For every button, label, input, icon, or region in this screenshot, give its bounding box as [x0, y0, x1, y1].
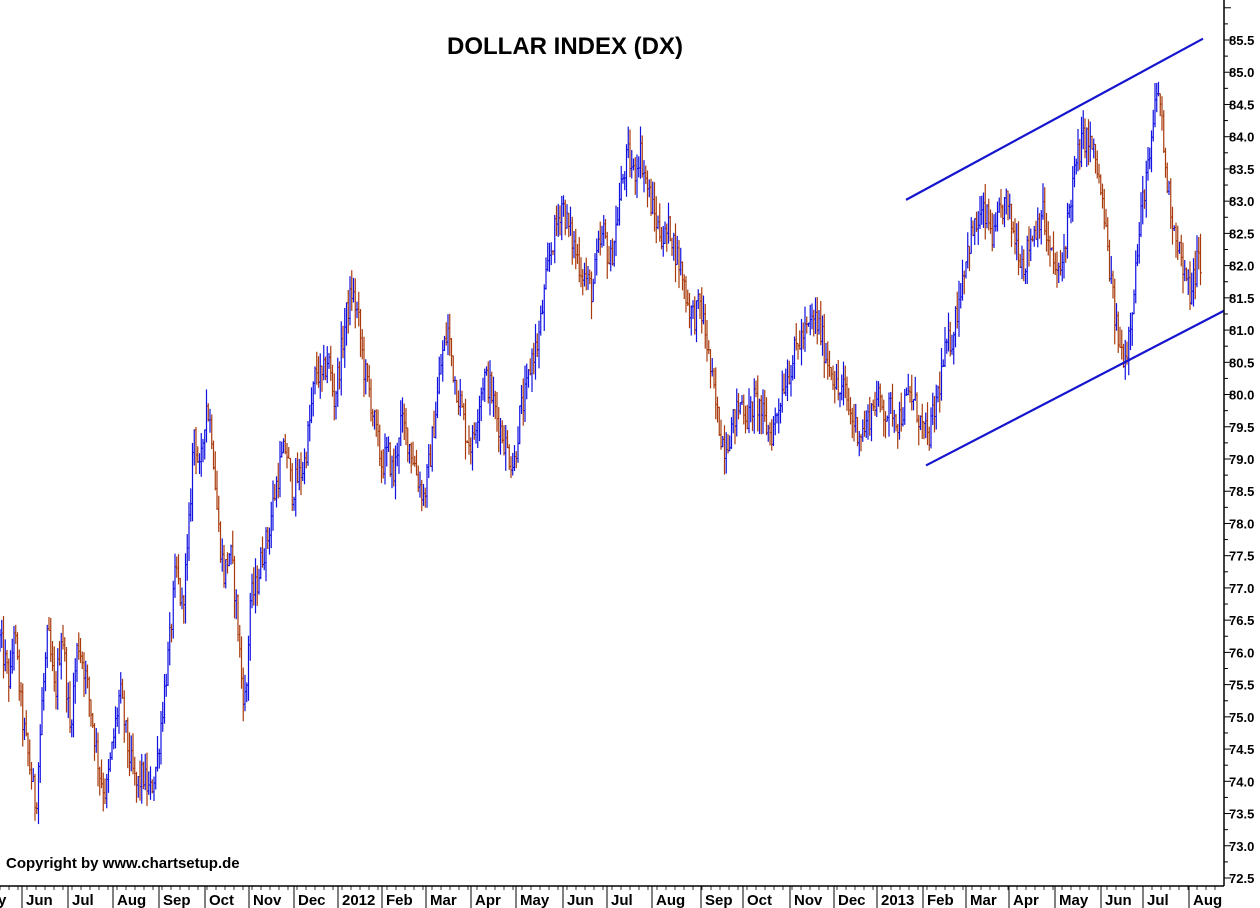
x-tick-label: 2012: [342, 892, 375, 908]
upper-channel-line: [905, 37, 1204, 201]
price-axis: 72.5 73.0 73.5 74.0 74.5 75.0 75.5 76.0 76.5 77.0…: [1224, 7, 1254, 886]
x-tick-label: Jun: [1105, 892, 1132, 908]
x-tick-label: Sep: [163, 892, 191, 908]
y-tick-label: 81.0: [1229, 323, 1254, 338]
x-tick-label: May: [1059, 892, 1089, 908]
y-tick-label: 79.0: [1229, 452, 1254, 467]
x-tick-label: Mar: [430, 892, 457, 908]
x-tick-label: y: [0, 892, 7, 908]
price-bars: [0, 81, 1202, 825]
y-tick-label: 74.5: [1229, 742, 1254, 757]
x-tick-label: Jun: [26, 892, 53, 908]
x-tick-label: Jun: [567, 892, 594, 908]
y-tick-label: 72.5: [1229, 871, 1254, 886]
y-tick-label: 75.0: [1229, 710, 1254, 725]
x-tick-label: Dec: [838, 892, 866, 908]
y-tick-label: 79.5: [1229, 420, 1254, 435]
x-tick-label: Feb: [927, 892, 954, 908]
x-tick-label: Apr: [475, 892, 501, 908]
y-tick-label: 83.0: [1229, 194, 1254, 209]
y-tick-label: 78.0: [1229, 516, 1254, 531]
x-tick-label: Nov: [794, 892, 823, 908]
y-tick-label: 80.0: [1229, 388, 1254, 403]
y-tick-label: 77.5: [1229, 549, 1254, 564]
y-tick-label: 81.5: [1229, 291, 1254, 306]
x-tick-label: Jul: [1147, 892, 1169, 908]
y-tick-label: 75.5: [1229, 678, 1254, 693]
x-tick-label: Feb: [386, 892, 413, 908]
price-bar: [1199, 233, 1202, 286]
y-tick-label: 83.5: [1229, 162, 1254, 177]
x-tick-label: Aug: [1193, 892, 1222, 908]
y-tick-label: 85.0: [1229, 65, 1254, 80]
y-tick-label: 80.5: [1229, 355, 1254, 370]
x-tick-label: Aug: [656, 892, 685, 908]
date-axis: y Jun Jul Aug Sep Oct Nov Dec 2012 Feb Mar Apr May Ju…: [0, 886, 1222, 908]
y-tick-label: 74.0: [1229, 774, 1254, 789]
chart-title: DOLLAR INDEX (DX): [447, 33, 683, 60]
x-tick-label: May: [520, 892, 550, 908]
y-tick-label: 76.5: [1229, 613, 1254, 628]
y-tick-label: 78.5: [1229, 484, 1254, 499]
y-tick-label: 84.5: [1229, 97, 1254, 112]
x-tick-label: Apr: [1013, 892, 1039, 908]
x-tick-label: Dec: [298, 892, 326, 908]
x-tick-label: Oct: [209, 892, 234, 908]
y-tick-label: 76.0: [1229, 645, 1254, 660]
y-tick-label: 77.0: [1229, 581, 1254, 596]
x-tick-label: 2013: [881, 892, 914, 908]
x-tick-label: Oct: [747, 892, 772, 908]
x-tick-label: Aug: [117, 892, 146, 908]
x-tick-label: Nov: [253, 892, 282, 908]
x-tick-label: Jul: [72, 892, 94, 908]
y-tick-label: 84.0: [1229, 130, 1254, 145]
y-tick-label: 82.5: [1229, 226, 1254, 241]
channel-lines: [905, 37, 1225, 467]
x-tick-label: Jul: [611, 892, 633, 908]
copyright-note: Copyright by www.chartsetup.de: [6, 855, 240, 872]
y-tick-label: 82.0: [1229, 259, 1254, 274]
y-tick-label: 73.5: [1229, 807, 1254, 822]
y-tick-label: 73.0: [1229, 839, 1254, 854]
y-tick-label: 85.5: [1229, 33, 1254, 48]
x-tick-label: Sep: [705, 892, 733, 908]
lower-channel-line: [925, 309, 1225, 467]
x-tick-label: Mar: [970, 892, 997, 908]
